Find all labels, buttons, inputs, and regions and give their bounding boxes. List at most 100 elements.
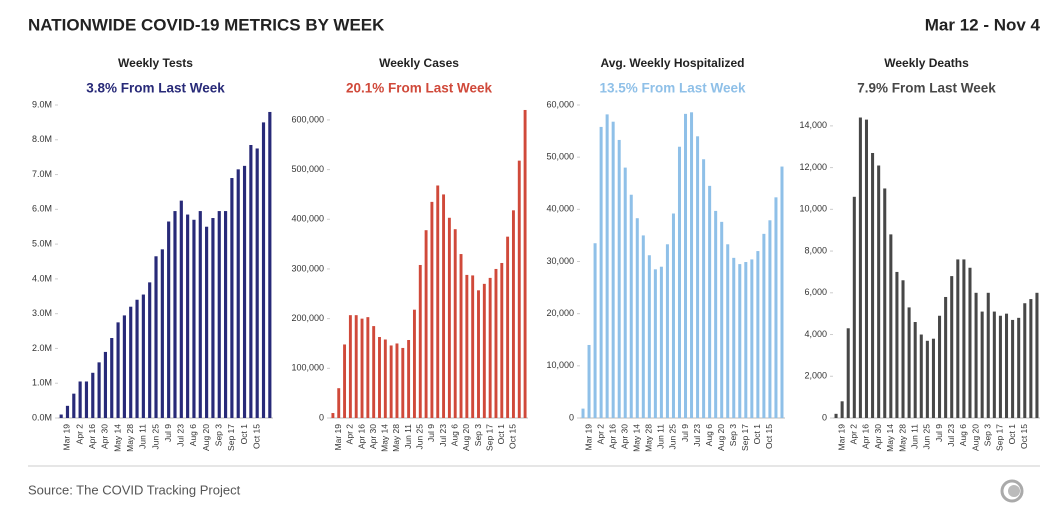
bar <box>360 318 364 418</box>
bar <box>901 280 905 418</box>
bar <box>482 283 486 418</box>
x-tick-label: Sep 3 <box>728 424 738 446</box>
bar <box>192 219 196 418</box>
x-tick-label: Aug 6 <box>188 424 198 446</box>
chart-title: Weekly Deaths <box>884 56 969 70</box>
bar <box>986 292 990 418</box>
bar <box>950 276 954 418</box>
x-tick-label: Jul 23 <box>946 424 956 447</box>
bar <box>599 126 603 418</box>
y-tick-label: 8,000 <box>804 245 827 255</box>
x-tick-label: Oct 1 <box>239 424 249 445</box>
x-tick-label: Jul 9 <box>934 424 944 442</box>
y-tick-label: 60,000 <box>546 99 574 109</box>
bar <box>236 169 240 418</box>
x-tick-label: May 14 <box>380 424 390 452</box>
bar <box>720 221 724 418</box>
bar <box>395 343 399 418</box>
bar <box>167 221 171 418</box>
bar <box>974 292 978 418</box>
bar <box>665 244 669 418</box>
bar <box>980 311 984 418</box>
x-tick-label: Jul 23 <box>438 424 448 447</box>
x-tick-label: Jun 11 <box>403 424 413 449</box>
y-tick-label: 30,000 <box>546 256 574 266</box>
bar <box>129 306 133 418</box>
bar <box>442 194 446 418</box>
y-tick-label: 12,000 <box>799 162 827 172</box>
bar <box>629 194 633 418</box>
x-tick-label: May 28 <box>897 424 907 452</box>
y-tick-label: 5.0M <box>32 238 52 248</box>
bar <box>726 244 730 418</box>
bar <box>465 274 469 418</box>
bar <box>623 167 627 418</box>
y-tick-label: 20,000 <box>546 308 574 318</box>
bar <box>249 144 253 418</box>
bar <box>255 148 259 418</box>
x-tick-label: Apr 16 <box>87 424 97 449</box>
x-tick-label: May 28 <box>125 424 135 452</box>
bar <box>223 211 228 418</box>
y-tick-label: 9.0M <box>32 99 52 109</box>
x-tick-label: Oct 15 <box>764 424 774 449</box>
x-tick-label: Sep 3 <box>214 424 224 446</box>
y-tick-label: 14,000 <box>799 120 827 130</box>
bar <box>477 290 480 418</box>
bar <box>148 282 152 418</box>
bar <box>517 160 521 418</box>
bar <box>1004 313 1009 418</box>
x-tick-label: Aug 20 <box>201 424 211 451</box>
bar <box>907 307 911 418</box>
bar <box>883 188 887 418</box>
x-tick-label: Apr 2 <box>345 424 355 445</box>
x-tick-label: Aug 6 <box>958 424 968 446</box>
bar <box>268 111 272 418</box>
bar <box>992 311 996 418</box>
bar <box>702 159 706 418</box>
bar <box>372 326 376 418</box>
bar <box>198 211 202 418</box>
bar <box>690 112 694 418</box>
bar <box>141 294 145 418</box>
x-tick-label: Oct 15 <box>1019 424 1029 449</box>
y-tick-label: 10,000 <box>546 360 574 370</box>
bar <box>242 165 247 418</box>
x-tick-label: Jun 25 <box>668 424 678 450</box>
bar <box>696 136 700 419</box>
bar <box>1029 299 1033 418</box>
bar <box>587 344 591 418</box>
bar <box>436 185 440 418</box>
x-tick-label: May 14 <box>112 424 122 452</box>
chart-subtitle: 3.8% From Last Week <box>86 81 225 96</box>
bar <box>430 201 434 418</box>
bar <box>684 113 688 418</box>
bar <box>84 381 89 418</box>
x-tick-label: May 14 <box>885 424 895 452</box>
y-tick-label: 500,000 <box>291 164 324 174</box>
y-tick-label: 200,000 <box>291 313 324 323</box>
y-tick-label: 100,000 <box>291 363 324 373</box>
bar <box>261 122 266 418</box>
bar <box>348 315 352 418</box>
x-tick-label: Oct 1 <box>752 424 762 445</box>
y-tick-label: 4.0M <box>32 273 52 283</box>
bar <box>211 218 215 418</box>
y-tick-label: 0.0M <box>32 412 52 422</box>
chart-subtitle: 20.1% From Last Week <box>346 81 493 96</box>
bar <box>708 185 712 418</box>
bar <box>774 197 778 418</box>
bar <box>834 413 838 418</box>
bar <box>217 211 221 418</box>
x-tick-label: Apr 30 <box>368 424 378 449</box>
bar <box>418 264 422 418</box>
bar <box>919 334 923 418</box>
x-tick-label: Sep 3 <box>983 424 993 446</box>
bar <box>641 235 645 418</box>
bar <box>1035 292 1039 418</box>
bar <box>581 408 585 418</box>
x-tick-label: Oct 15 <box>251 424 261 449</box>
bar <box>938 315 942 418</box>
x-tick-label: Mar 19 <box>583 424 593 451</box>
